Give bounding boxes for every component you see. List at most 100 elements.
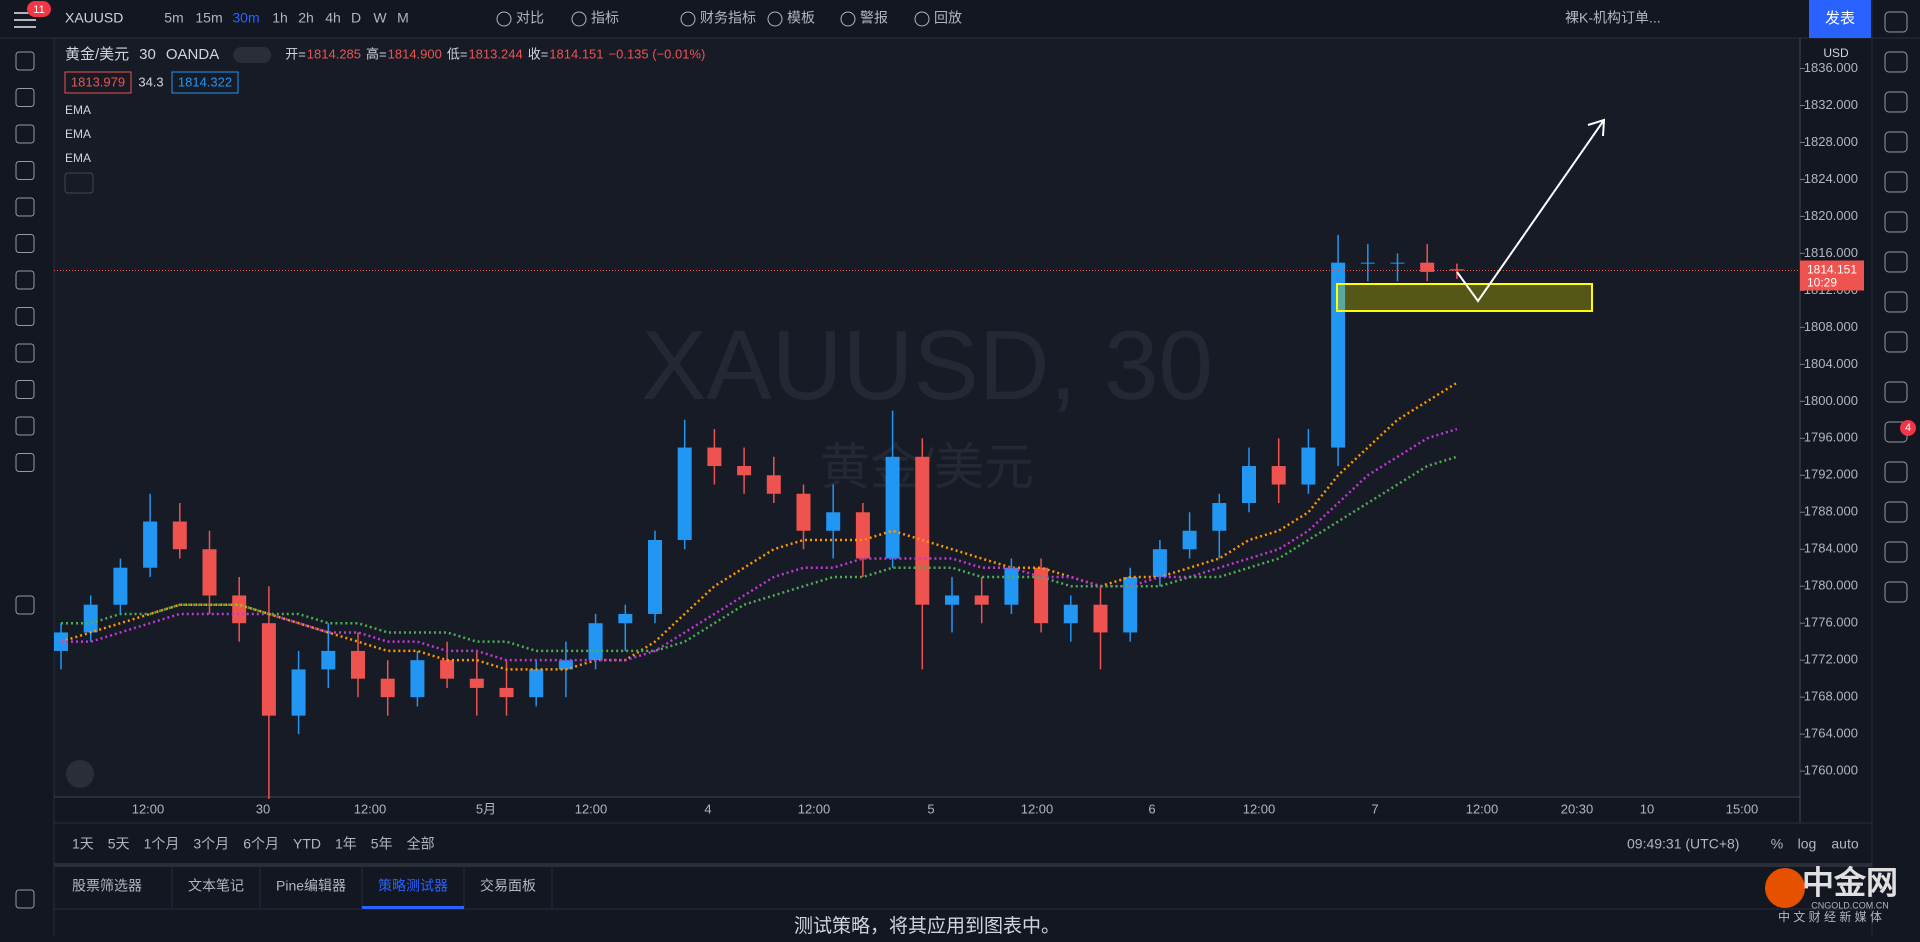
tab[interactable]: 策略测试器 (378, 878, 448, 894)
tool-icon[interactable] (15, 889, 35, 909)
tab[interactable]: 股票筛选器 (72, 878, 142, 894)
publish-button[interactable] (1809, 0, 1871, 38)
scale-button[interactable]: % (1771, 836, 1783, 852)
candle-body (143, 521, 158, 568)
sidebar-icon[interactable] (1884, 251, 1908, 273)
sidebar-icon[interactable] (1884, 581, 1908, 603)
y-tick-label: 1764.000 (1804, 726, 1858, 741)
y-tick-label: 1800.000 (1804, 393, 1858, 408)
sidebar-icon[interactable] (1884, 291, 1908, 313)
button-icon (840, 11, 856, 27)
sidebar-icon[interactable] (1884, 91, 1908, 113)
y-tick-label: 1796.000 (1804, 430, 1858, 445)
candle-body (1420, 262, 1435, 272)
sidebar-icon[interactable] (1884, 51, 1908, 73)
tool-icon[interactable] (15, 88, 35, 107)
tool-icon[interactable] (15, 161, 35, 180)
range-button[interactable]: 1个月 (144, 836, 180, 852)
sidebar-icon[interactable] (1884, 131, 1908, 153)
tool-icon[interactable] (15, 270, 35, 290)
toolbar-button[interactable]: 财务指标 (700, 10, 756, 26)
y-tick-label: 1776.000 (1804, 615, 1858, 630)
tool-icon[interactable] (15, 234, 35, 253)
candle-body (1004, 567, 1019, 605)
tool-icon[interactable] (15, 416, 35, 436)
ohlc-label: 收= (528, 46, 549, 61)
y-tick-label: 1816.000 (1804, 245, 1858, 260)
range-button[interactable]: 3个月 (193, 836, 229, 852)
range-button[interactable]: 5年 (371, 836, 393, 852)
toolbar-button[interactable]: 警报 (860, 10, 888, 26)
interval[interactable]: 5m (164, 10, 183, 26)
indicator-name[interactable]: EMA (65, 151, 91, 165)
y-tick-label: 1788.000 (1804, 504, 1858, 519)
candle-body (618, 613, 633, 624)
button-icon (496, 11, 512, 27)
toolbar-button[interactable]: 指标 (591, 10, 619, 26)
range-button[interactable]: 1天 (72, 836, 94, 852)
candle-body (766, 475, 781, 494)
tool-icon[interactable] (15, 343, 35, 363)
collapse-button[interactable] (64, 172, 94, 194)
interval[interactable]: 2h (298, 10, 314, 26)
sidebar-icon[interactable] (1884, 381, 1908, 403)
tab[interactable]: Pine编辑器 (276, 878, 346, 894)
layout-name[interactable]: 裸K-机构订单... (1565, 10, 1661, 26)
tab[interactable]: 交易面板 (480, 878, 536, 894)
price-label-box (1800, 260, 1864, 291)
candle-body (1449, 269, 1464, 271)
tool-icon[interactable] (15, 197, 35, 217)
toolbar-button[interactable]: 回放 (934, 10, 962, 26)
publish-label[interactable]: 发表 (1825, 10, 1855, 27)
symbol[interactable]: XAUUSD (65, 10, 123, 26)
indicator-name[interactable]: EMA (65, 103, 91, 117)
toolbar-button[interactable]: 对比 (516, 10, 544, 26)
interval[interactable]: 30m (232, 10, 259, 26)
interval[interactable]: 15m (195, 10, 222, 26)
sidebar-icon[interactable] (1884, 331, 1908, 353)
sidebar-icon[interactable] (1884, 541, 1908, 563)
button-icon (914, 11, 930, 27)
interval[interactable]: D (351, 10, 361, 26)
range-button[interactable]: 1年 (335, 836, 357, 852)
candle-body (1123, 576, 1138, 633)
tool-icon[interactable] (15, 595, 35, 615)
button-icon (680, 11, 696, 27)
toolbar-button[interactable]: 模板 (787, 10, 815, 26)
y-tick-label: 1760.000 (1804, 763, 1858, 778)
x-tick-label: 30 (256, 801, 270, 816)
ohlc-value: 1814.285 (307, 46, 361, 61)
sidebar-icon[interactable] (1884, 501, 1908, 523)
ohlc-value: 1813.244 (468, 46, 522, 61)
tool-icon[interactable] (15, 453, 35, 472)
tab[interactable]: 文本笔记 (188, 878, 244, 894)
range-button[interactable]: YTD (293, 836, 321, 852)
tool-icon[interactable] (15, 51, 35, 71)
candle-body (915, 456, 930, 605)
interval[interactable]: M (397, 10, 409, 26)
candle-body (291, 669, 306, 716)
scale-button[interactable]: auto (1831, 836, 1858, 852)
scale-button[interactable]: log (1798, 836, 1817, 852)
y-tick-label: 1772.000 (1804, 652, 1858, 667)
interval[interactable]: 1h (272, 10, 288, 26)
sidebar-icon[interactable] (1884, 461, 1908, 483)
range-button[interactable]: 6个月 (243, 836, 279, 852)
range-button[interactable]: 5天 (108, 836, 130, 852)
tool-icon[interactable] (15, 380, 35, 399)
sidebar-icon[interactable] (1884, 11, 1908, 33)
logo-slogan: 中 文 财 经 新 媒 体 (1778, 909, 1882, 924)
interval[interactable]: W (373, 10, 387, 26)
tool-icon[interactable] (15, 124, 35, 144)
interval[interactable]: 4h (325, 10, 341, 26)
tool-icon[interactable] (15, 307, 35, 326)
candle-body (469, 678, 484, 688)
sidebar-icon[interactable] (1884, 171, 1908, 193)
candle-body (1271, 466, 1286, 485)
candle-body (826, 512, 841, 531)
indicator-name[interactable]: EMA (65, 127, 91, 141)
candle-body (558, 660, 573, 670)
sidebar-icon[interactable] (1884, 211, 1908, 233)
range-button[interactable]: 全部 (407, 836, 435, 852)
